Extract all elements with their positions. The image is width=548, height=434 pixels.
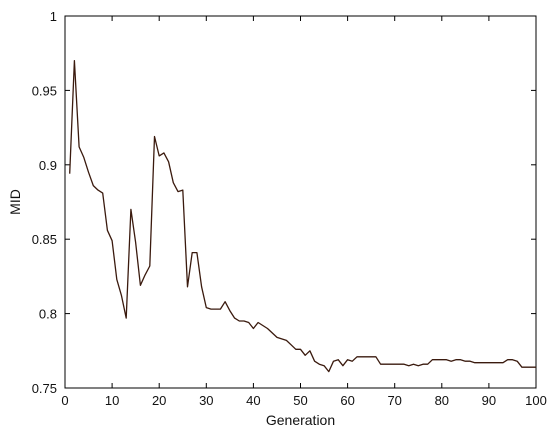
x-tick-label: 60 xyxy=(340,393,354,408)
x-tick-label: 30 xyxy=(199,393,213,408)
tick-labels: 0 10 20 30 40 50 60 70 80 90 100 0.75 0.8 0.85 0.9 0.95… xyxy=(32,9,547,408)
x-tick-label: 10 xyxy=(105,393,119,408)
y-tick-label: 0.9 xyxy=(39,158,57,173)
y-tick-label: 0.95 xyxy=(32,83,57,98)
y-tick-label: 0.8 xyxy=(39,307,57,322)
x-tick-label: 70 xyxy=(387,393,401,408)
x-tick-label: 50 xyxy=(293,393,307,408)
plot-area xyxy=(64,15,537,389)
x-tick-label: 0 xyxy=(61,393,68,408)
x-tick-label: 100 xyxy=(525,393,547,408)
x-tick-label: 90 xyxy=(482,393,496,408)
axis-ticks xyxy=(64,15,537,389)
x-tick-label: 80 xyxy=(435,393,449,408)
y-axis-label: MID xyxy=(7,189,23,215)
x-axis-label: Generation xyxy=(266,412,335,428)
x-tick-label: 40 xyxy=(246,393,260,408)
y-tick-label: 0.75 xyxy=(32,381,57,396)
series-line-mid xyxy=(69,59,536,373)
x-tick-label: 20 xyxy=(152,393,166,408)
y-tick-label: 0.85 xyxy=(32,232,57,247)
y-tick-label: 1 xyxy=(50,9,57,24)
